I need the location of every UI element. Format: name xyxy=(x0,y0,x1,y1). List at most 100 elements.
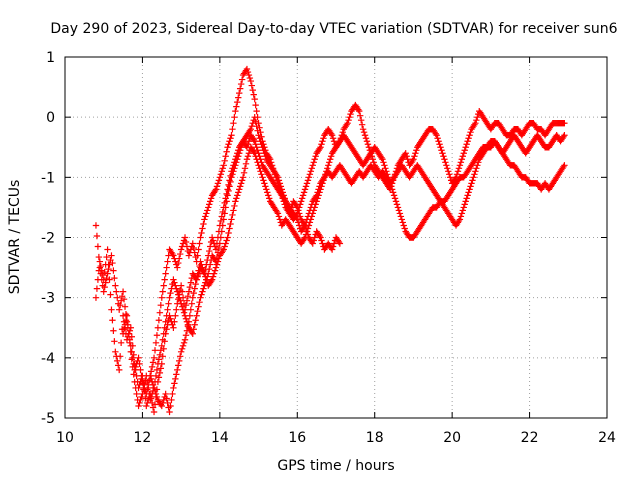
data-point-sample xyxy=(246,127,254,134)
data-point-sample xyxy=(195,303,202,310)
data-point-sample xyxy=(163,395,170,402)
data-point-sample xyxy=(242,160,250,167)
data-point-sample xyxy=(173,285,180,292)
data-point-sample xyxy=(149,381,157,389)
data-point xyxy=(263,186,270,193)
data-point-sample xyxy=(254,159,261,166)
data-point-sample xyxy=(221,157,228,164)
data-point xyxy=(119,330,127,337)
data-point-sample xyxy=(306,219,314,226)
data-point xyxy=(177,246,185,253)
data-point xyxy=(146,372,154,380)
data-point-sample xyxy=(106,261,113,268)
data-point-sample xyxy=(474,113,481,121)
data-point-sample xyxy=(187,246,195,253)
data-point-sample xyxy=(153,393,161,401)
data-point-sample xyxy=(236,85,244,92)
data-point-sample xyxy=(463,141,470,148)
data-point-sample xyxy=(459,207,466,214)
data-point-sample xyxy=(237,80,245,88)
data-point-sample xyxy=(457,159,465,166)
data-point-sample xyxy=(160,330,167,337)
data-point-sample xyxy=(223,198,230,205)
data-point-sample xyxy=(260,177,267,184)
data-point-sample xyxy=(191,321,198,328)
data-point xyxy=(410,156,417,163)
data-point-sample xyxy=(246,74,254,82)
data-point xyxy=(224,192,231,199)
data-point xyxy=(460,204,467,211)
data-point-sample xyxy=(221,243,228,250)
data-point-sample xyxy=(258,171,265,178)
data-point-sample xyxy=(466,132,473,139)
data-point-sample xyxy=(303,228,311,235)
data-point-sample xyxy=(159,288,166,295)
x-tick-label: 24 xyxy=(598,430,616,446)
data-point-sample xyxy=(256,165,263,172)
data-point-sample xyxy=(266,154,273,161)
data-point-sample xyxy=(253,107,260,115)
data-point-sample xyxy=(183,297,191,304)
data-point-sample xyxy=(467,183,474,190)
data-point-sample xyxy=(319,138,326,145)
data-point-sample xyxy=(316,145,323,152)
data-point-sample xyxy=(293,211,300,219)
data-point-sample xyxy=(397,213,405,220)
data-point xyxy=(197,234,204,241)
data-point xyxy=(363,138,371,145)
data-point-sample xyxy=(250,148,257,155)
data-point-sample xyxy=(304,225,312,232)
data-point-sample xyxy=(244,68,252,76)
data-point-sample xyxy=(176,255,183,262)
data-point-sample xyxy=(432,130,439,137)
data-point-sample xyxy=(226,183,233,190)
data-point-sample xyxy=(234,156,241,163)
data-point-sample xyxy=(215,177,223,184)
data-point-sample xyxy=(105,265,112,273)
data-point-sample xyxy=(241,165,249,172)
data-point xyxy=(177,348,185,356)
data-point-sample xyxy=(229,211,236,219)
data-point-sample xyxy=(473,116,480,124)
data-point-sample xyxy=(261,180,268,187)
data-point xyxy=(394,204,402,211)
data-point-sample xyxy=(257,168,264,175)
data-point xyxy=(294,204,301,211)
data-point-sample xyxy=(178,345,186,353)
data-point-sample xyxy=(364,141,372,148)
data-point xyxy=(232,198,239,205)
data-point-sample xyxy=(160,396,167,404)
data-point-sample xyxy=(111,274,118,282)
data-point xyxy=(116,366,123,374)
data-point-sample xyxy=(326,159,333,166)
data-point-sample xyxy=(159,353,166,360)
data-point-sample xyxy=(200,285,207,292)
data-point-sample xyxy=(268,162,276,169)
data-point-sample xyxy=(206,247,213,255)
data-point xyxy=(313,198,320,205)
data-point xyxy=(177,282,185,289)
data-point xyxy=(108,306,115,313)
data-point xyxy=(174,264,181,271)
data-point-sample xyxy=(175,362,182,369)
data-point-sample xyxy=(346,113,353,121)
data-point-sample xyxy=(180,339,188,346)
data-point xyxy=(170,276,177,283)
data-point-sample xyxy=(176,250,184,258)
data-point-sample xyxy=(192,317,199,324)
data-point-sample xyxy=(252,153,259,160)
data-point-sample xyxy=(149,359,157,366)
data-point-sample xyxy=(141,381,148,389)
data-point-sample xyxy=(187,279,195,286)
data-point-sample xyxy=(147,393,155,401)
data-point-sample xyxy=(395,207,403,214)
data-point-sample xyxy=(355,106,362,113)
data-point xyxy=(328,132,336,139)
data-point-sample xyxy=(329,135,337,142)
data-point xyxy=(146,396,154,404)
data-point-sample xyxy=(245,138,253,145)
x-tick-label: 18 xyxy=(366,430,384,446)
data-point-sample xyxy=(214,258,222,265)
data-point-sample xyxy=(316,232,323,240)
data-point-sample xyxy=(281,201,288,208)
